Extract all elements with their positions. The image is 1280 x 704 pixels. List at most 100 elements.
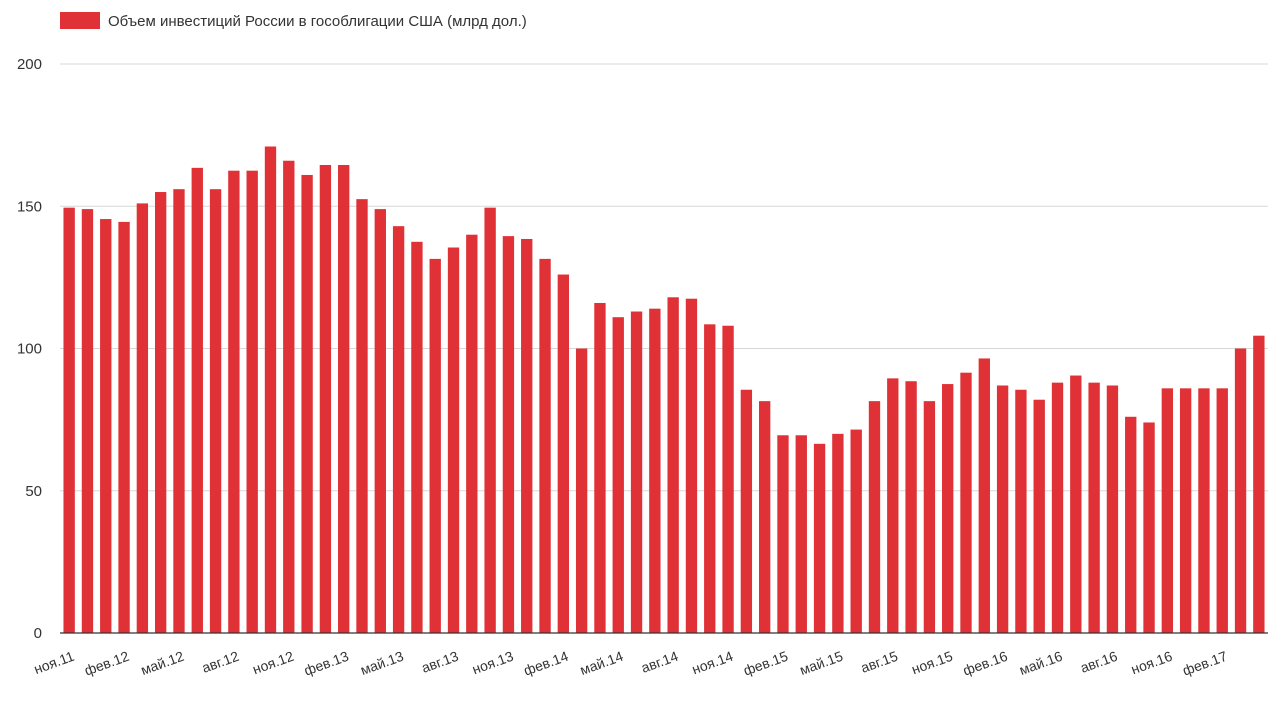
bars (63, 146, 1265, 634)
x-tick-label: авг.13 (419, 648, 460, 676)
bar (795, 435, 807, 633)
bar (923, 401, 936, 633)
x-tick-label: фев.13 (302, 648, 351, 679)
bar (887, 378, 899, 633)
bar (374, 209, 386, 633)
x-tick-label: май.16 (1017, 648, 1065, 678)
bar (228, 170, 240, 633)
bar (1088, 382, 1100, 633)
bar (942, 384, 954, 633)
bar (283, 160, 295, 634)
bar (832, 433, 844, 633)
bar (154, 192, 167, 633)
bar (1015, 389, 1027, 633)
bar (411, 241, 423, 633)
bar (356, 199, 368, 633)
bar (557, 274, 570, 633)
x-axis-tick-labels: ноя.11 фев.12 май.12 авг.12 ноя.12 фев.13 май.… (32, 648, 1230, 679)
bar (502, 236, 515, 633)
y-tick-label: 100 (17, 341, 42, 358)
y-tick-label: 0 (34, 625, 42, 642)
bar (1216, 388, 1228, 633)
bar (246, 170, 258, 633)
bar (777, 435, 789, 633)
legend-swatch (60, 12, 100, 29)
bar (1070, 375, 1082, 633)
bar (1234, 348, 1247, 633)
bar (996, 385, 1009, 633)
x-tick-label: ноя.13 (470, 648, 516, 678)
x-tick-label: ноя.12 (250, 648, 296, 678)
bar (905, 381, 917, 633)
bar (539, 258, 551, 633)
bar (850, 429, 862, 633)
bar (575, 348, 588, 633)
bar (1198, 388, 1210, 633)
x-tick-label: май.14 (578, 648, 626, 678)
bar (813, 443, 826, 633)
bar (649, 308, 661, 633)
bar (868, 401, 881, 633)
bar (1106, 385, 1119, 633)
bar (1253, 335, 1265, 633)
bar (81, 209, 94, 633)
bar (118, 221, 130, 633)
x-tick-label: фев.14 (521, 648, 570, 679)
bar (1179, 388, 1192, 633)
x-tick-label: фев.15 (741, 648, 790, 679)
bar (301, 174, 313, 633)
bar (1125, 416, 1137, 633)
x-tick-label: фев.12 (82, 648, 131, 679)
bar (1161, 388, 1174, 633)
bar (264, 146, 277, 633)
bar (1033, 399, 1045, 633)
x-tick-label: фев.16 (961, 648, 1010, 679)
bar (429, 258, 441, 633)
bar (1143, 422, 1155, 633)
bar (100, 219, 112, 634)
x-tick-label: авг.14 (639, 648, 680, 676)
bar (630, 311, 643, 633)
bar (978, 358, 990, 633)
bar (319, 165, 332, 633)
x-tick-label: ноя.11 (32, 648, 77, 677)
x-tick-label: авг.16 (1078, 648, 1119, 676)
x-tick-label: ноя.15 (909, 648, 955, 678)
bar (722, 325, 734, 633)
y-axis-tick-labels: 0 50 100 150 200 (17, 56, 42, 642)
x-tick-label: фев.17 (1180, 648, 1229, 679)
bar (484, 207, 496, 634)
bar (521, 238, 533, 633)
bar (667, 297, 679, 633)
x-tick-label: май.13 (358, 648, 406, 678)
bar (1051, 382, 1064, 633)
y-tick-label: 150 (17, 198, 42, 215)
bar (960, 372, 972, 633)
bar (392, 226, 405, 634)
gridlines (60, 63, 1268, 492)
x-tick-label: ноя.16 (1129, 648, 1175, 678)
bar (209, 189, 222, 633)
bar (136, 203, 149, 633)
x-tick-label: май.15 (797, 648, 845, 678)
bar (466, 234, 478, 633)
bar (612, 317, 624, 633)
legend: Объем инвестиций России в гособлигации С… (60, 12, 527, 30)
y-tick-label: 200 (17, 56, 42, 73)
y-tick-label: 50 (25, 483, 42, 500)
bar (740, 389, 753, 633)
bar (685, 298, 698, 633)
bar (338, 165, 350, 633)
bar (704, 324, 716, 633)
x-tick-label: авг.12 (200, 648, 241, 676)
x-tick-label: авг.15 (859, 648, 900, 676)
bar (63, 207, 75, 634)
bar (594, 302, 606, 633)
legend-label: Объем инвестиций России в гособлигации С… (108, 13, 527, 30)
bar (173, 189, 185, 633)
bar (447, 247, 460, 633)
x-tick-label: май.12 (139, 648, 187, 678)
x-tick-label: ноя.14 (690, 648, 736, 678)
